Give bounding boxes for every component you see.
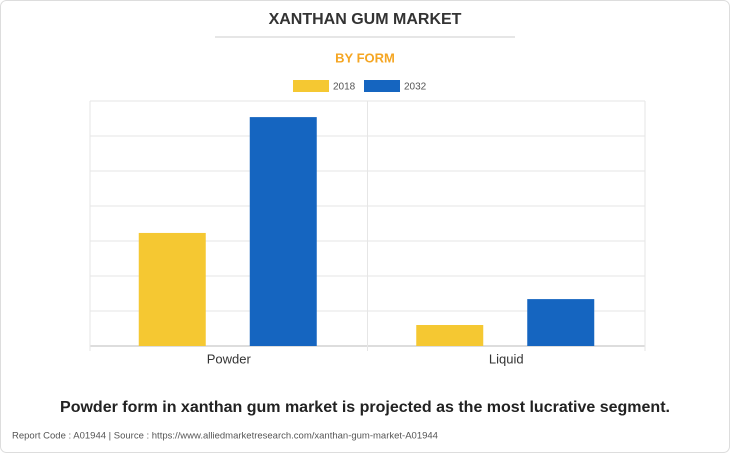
x-tick-label: Powder (207, 351, 252, 366)
footer: Report Code : A01944 | Source : https://… (12, 431, 438, 442)
bar (416, 325, 484, 346)
bar (138, 232, 206, 346)
bar (527, 299, 595, 346)
chart-title: XANTHAN GUM MARKET (269, 11, 462, 28)
legend-swatch (293, 80, 329, 92)
x-tick-label: Liquid (489, 351, 524, 366)
caption: Powder form in xanthan gum market is pro… (60, 399, 670, 416)
chart-subtitle: BY FORM (335, 50, 395, 65)
legend-swatch (364, 80, 400, 92)
legend-label: 2018 (333, 82, 356, 93)
bar (249, 117, 317, 346)
legend-label: 2032 (404, 82, 427, 93)
